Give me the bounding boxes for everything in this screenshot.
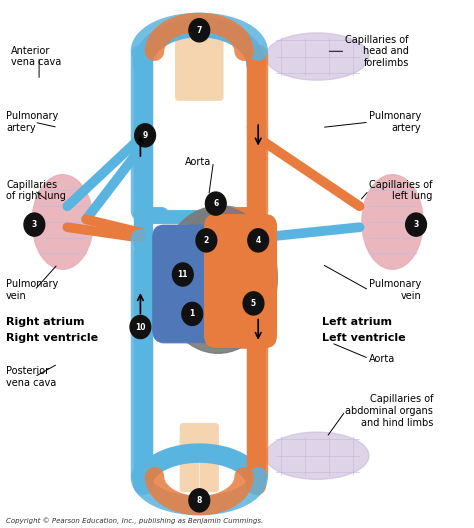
- Text: Capillaries of
left lung: Capillaries of left lung: [369, 180, 432, 201]
- Text: 3: 3: [413, 220, 419, 229]
- Circle shape: [196, 229, 217, 252]
- Text: 3: 3: [32, 220, 37, 229]
- Text: 1: 1: [190, 309, 195, 318]
- Text: 4: 4: [255, 236, 261, 245]
- Text: Posterior
vena cava: Posterior vena cava: [6, 366, 56, 388]
- Ellipse shape: [265, 432, 369, 479]
- Text: Left atrium: Left atrium: [322, 317, 392, 327]
- FancyBboxPatch shape: [206, 222, 273, 348]
- Circle shape: [189, 489, 210, 512]
- FancyBboxPatch shape: [200, 435, 218, 492]
- Circle shape: [248, 229, 269, 252]
- Text: 11: 11: [178, 270, 188, 279]
- FancyBboxPatch shape: [181, 423, 218, 447]
- Text: Aorta: Aorta: [369, 354, 395, 364]
- FancyBboxPatch shape: [176, 38, 223, 100]
- Ellipse shape: [159, 206, 277, 353]
- Text: Capillaries
of right lung: Capillaries of right lung: [6, 180, 66, 201]
- Text: 10: 10: [135, 323, 146, 332]
- Text: Copyright © Pearson Education, Inc., publishing as Benjamin Cummings.: Copyright © Pearson Education, Inc., pub…: [6, 517, 264, 524]
- Ellipse shape: [32, 175, 93, 269]
- Text: 7: 7: [197, 26, 202, 35]
- Circle shape: [24, 213, 45, 236]
- Circle shape: [130, 315, 151, 338]
- Circle shape: [182, 303, 202, 325]
- FancyBboxPatch shape: [152, 224, 225, 343]
- Text: Aorta: Aorta: [185, 157, 211, 166]
- Text: 2: 2: [204, 236, 209, 245]
- Ellipse shape: [173, 206, 277, 343]
- Text: 9: 9: [143, 131, 148, 140]
- Text: Right atrium: Right atrium: [6, 317, 84, 327]
- Text: Pulmonary
vein: Pulmonary vein: [6, 279, 58, 301]
- Circle shape: [205, 192, 226, 215]
- Text: Capillaries of
abdominal organs
and hind limbs: Capillaries of abdominal organs and hind…: [346, 394, 433, 428]
- Ellipse shape: [265, 33, 369, 80]
- Circle shape: [243, 292, 264, 315]
- FancyBboxPatch shape: [155, 232, 220, 343]
- Circle shape: [135, 124, 155, 147]
- Text: 5: 5: [251, 299, 256, 308]
- Text: Pulmonary
artery: Pulmonary artery: [369, 111, 421, 133]
- Text: Left ventricle: Left ventricle: [322, 333, 405, 343]
- Circle shape: [189, 22, 210, 45]
- Ellipse shape: [362, 175, 423, 269]
- Text: Right ventricle: Right ventricle: [6, 333, 98, 343]
- Text: Pulmonary
vein: Pulmonary vein: [369, 279, 421, 301]
- Text: Pulmonary
artery: Pulmonary artery: [6, 111, 58, 133]
- Text: Anterior
vena cava: Anterior vena cava: [11, 46, 61, 68]
- Circle shape: [189, 18, 210, 42]
- Circle shape: [406, 213, 427, 236]
- Circle shape: [173, 263, 193, 286]
- Text: Capillaries of
head and
forelimbs: Capillaries of head and forelimbs: [346, 35, 409, 68]
- FancyBboxPatch shape: [204, 214, 277, 348]
- FancyBboxPatch shape: [181, 435, 198, 492]
- Text: 8: 8: [197, 496, 202, 505]
- Text: 6: 6: [213, 199, 219, 208]
